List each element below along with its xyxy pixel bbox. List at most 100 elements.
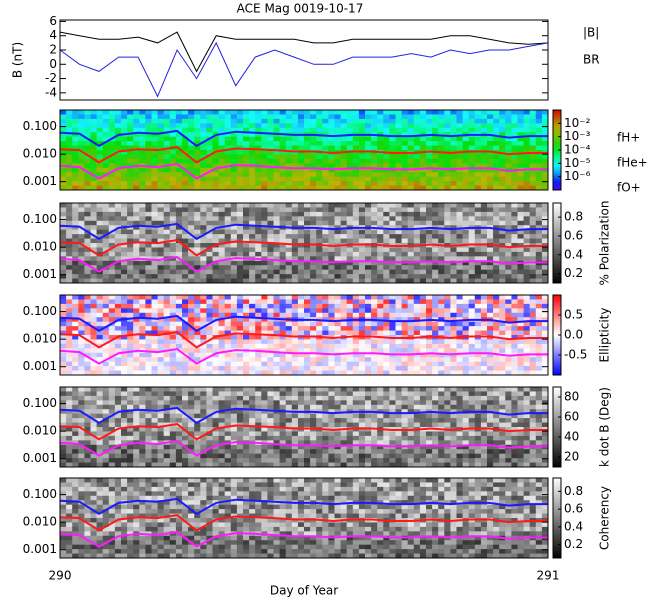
texture-cell xyxy=(115,114,122,119)
texture-cell xyxy=(505,252,512,257)
texture-cell xyxy=(438,313,445,318)
texture-cell xyxy=(359,146,366,151)
texture-cell xyxy=(109,348,116,353)
texture-cell xyxy=(72,270,79,275)
texture-cell xyxy=(536,159,543,164)
texture-cell xyxy=(432,212,439,217)
texture-cell xyxy=(426,203,433,208)
texture-cell xyxy=(414,221,421,226)
texture-cell xyxy=(316,123,323,128)
texture-cell xyxy=(255,150,262,155)
texture-cell xyxy=(353,203,360,208)
texture-cell xyxy=(164,137,171,142)
texture-cell xyxy=(158,400,165,405)
texture-cell xyxy=(164,418,171,423)
texture-cell xyxy=(219,181,226,186)
texture-cell xyxy=(170,458,177,463)
texture-cell xyxy=(280,247,287,252)
texture-cell xyxy=(219,405,226,410)
texture-cell xyxy=(371,366,378,371)
texture-cell xyxy=(133,344,140,349)
texture-cell xyxy=(316,331,323,336)
texture-cell xyxy=(493,123,500,128)
texture-cell xyxy=(280,181,287,186)
colorbar-tick-label: 0.2 xyxy=(564,266,583,280)
texture-cell xyxy=(139,458,146,463)
texture-cell xyxy=(426,141,433,146)
texture-cell xyxy=(237,357,244,362)
texture-cell xyxy=(115,313,122,318)
texture-cell xyxy=(182,326,189,331)
texture-cell xyxy=(444,234,451,239)
texture-cell xyxy=(426,322,433,327)
texture-cell xyxy=(487,357,494,362)
texture-cell xyxy=(359,274,366,279)
texture-cell xyxy=(347,322,354,327)
texture-cell xyxy=(84,436,91,441)
texture-cell xyxy=(261,141,268,146)
texture-cell xyxy=(536,137,543,142)
texture-cell xyxy=(164,335,171,340)
texture-cell xyxy=(249,335,256,340)
texture-cell xyxy=(292,308,299,313)
texture-cell xyxy=(170,110,177,115)
texture-cell xyxy=(475,230,482,235)
texture-cell xyxy=(328,230,335,235)
texture-cell xyxy=(383,141,390,146)
texture-cell xyxy=(396,265,403,270)
texture-cell xyxy=(219,357,226,362)
texture-cell xyxy=(432,339,439,344)
texture-cell xyxy=(225,230,232,235)
texture-cell xyxy=(389,163,396,168)
texture-cell xyxy=(493,331,500,336)
texture-cell xyxy=(487,203,494,208)
texture-cell xyxy=(97,216,104,221)
texture-cell xyxy=(298,141,305,146)
texture-cell xyxy=(66,181,73,186)
texture-cell xyxy=(103,243,110,248)
texture-cell xyxy=(524,234,531,239)
texture-cell xyxy=(511,313,518,318)
texture-cell xyxy=(231,304,238,309)
texture-cell xyxy=(383,146,390,151)
texture-cell xyxy=(426,299,433,304)
texture-cell xyxy=(249,299,256,304)
texture-cell xyxy=(316,114,323,119)
texture-cell xyxy=(286,247,293,252)
texture-cell xyxy=(511,270,518,275)
texture-cell xyxy=(188,132,195,137)
texture-cell xyxy=(365,357,372,362)
texture-cell xyxy=(524,119,531,124)
texture-cell xyxy=(463,299,470,304)
texture-cell xyxy=(481,322,488,327)
texture-cell xyxy=(335,216,342,221)
texture-cell xyxy=(402,331,409,336)
texture-cell xyxy=(341,270,348,275)
texture-cell xyxy=(84,141,91,146)
texture-cell xyxy=(78,362,85,367)
texture-cell xyxy=(115,123,122,128)
texture-cell xyxy=(72,261,79,266)
texture-cell xyxy=(450,299,457,304)
texture-cell xyxy=(170,225,177,230)
texture-cell xyxy=(383,203,390,208)
texture-cell xyxy=(444,357,451,362)
texture-cell xyxy=(402,239,409,244)
texture-cell xyxy=(304,146,311,151)
texture-cell xyxy=(133,234,140,239)
texture-cell xyxy=(505,326,512,331)
texture-cell xyxy=(103,423,110,428)
texture-cell xyxy=(225,449,232,454)
texture-cell xyxy=(91,221,98,226)
texture-cell xyxy=(237,141,244,146)
texture-cell xyxy=(518,344,525,349)
texture-cell xyxy=(194,114,201,119)
texture-cell xyxy=(231,159,238,164)
texture-cell xyxy=(158,445,165,450)
texture-cell xyxy=(438,234,445,239)
texture-cell xyxy=(194,458,201,463)
texture-cell xyxy=(121,454,128,459)
texture-cell xyxy=(518,247,525,252)
texture-cell xyxy=(206,141,213,146)
texture-cell xyxy=(213,265,220,270)
